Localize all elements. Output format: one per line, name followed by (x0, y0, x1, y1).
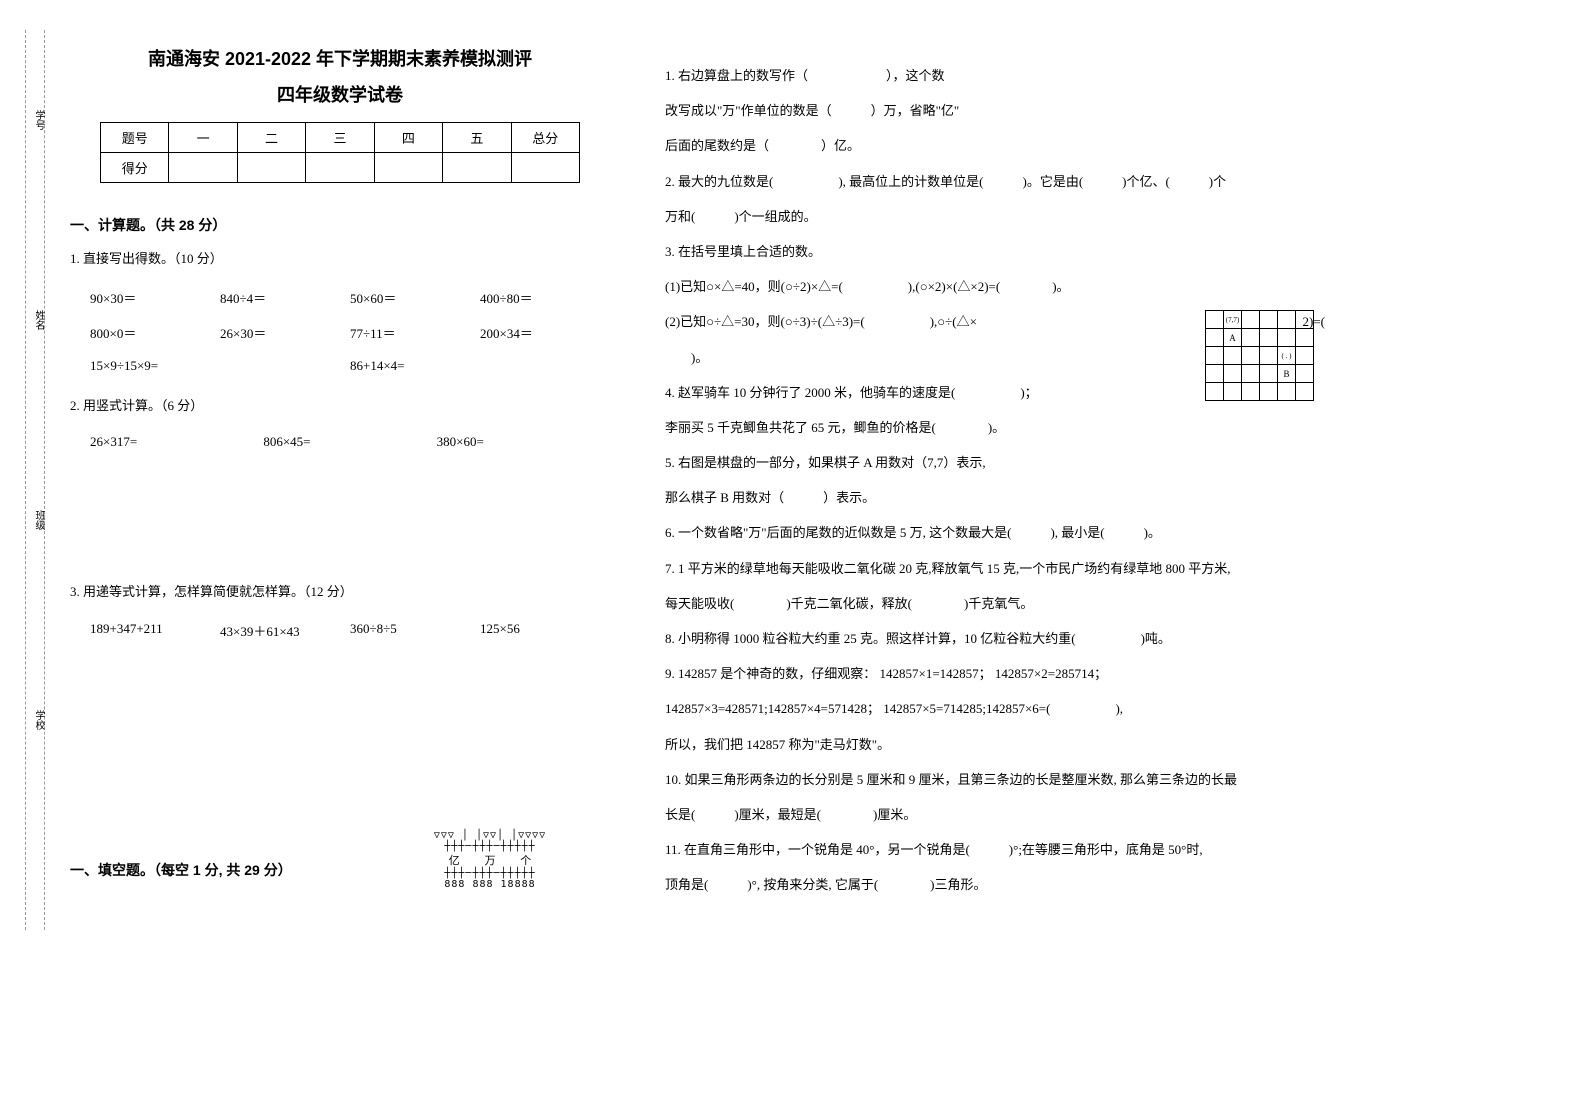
section1-header: 一、计算题。（共 28 分） (70, 215, 610, 235)
calc-item: 125×56 (480, 621, 610, 640)
right-page: 1. 右边算盘上的数写作（ ），这个数 改写成以"万"作单位的数是（ ）万，省略… (665, 60, 1305, 905)
fill-q9b: 142857×3=428571;142857×4=571428； 142857×… (665, 693, 1305, 724)
q3-title: 3. 用递等式计算，怎样算简便就怎样算。（12 分） (70, 578, 610, 607)
calc-item: 50×60＝ (350, 288, 480, 307)
calc-item: 189+347+211 (90, 621, 220, 640)
fill-q11b: 顶角是( )°, 按角来分类, 它属于( )三角形。 (665, 869, 1305, 900)
calc-item: 380×60= (437, 434, 610, 450)
calc-item: 86+14×4= (350, 358, 610, 374)
q1-title: 1. 直接写出得数。（10 分） (70, 245, 610, 274)
calc-item: 77÷11＝ (350, 323, 480, 342)
grid-table: (7,7) A ( . ) B (1205, 310, 1314, 401)
fill-q2a: 2. 最大的九位数是( ), 最高位上的计数单位是( )。它是由( )个亿、( … (665, 166, 1305, 197)
score-cell (443, 153, 511, 183)
fill-q1c: 后面的尾数约是（ ）亿。 (665, 130, 1305, 161)
abacus-frame: ┼┼┼─┼┼┼─┼┼┼┼┼ (390, 841, 590, 852)
calc-item: 26×30＝ (220, 323, 350, 342)
calc-item: 400÷80＝ (480, 288, 610, 307)
calc-item: 360÷8÷5 (350, 621, 480, 640)
score-cell (374, 153, 442, 183)
abacus-top: ▽▽▽ │ │▽▽│ │▽▽▽▽ (390, 830, 590, 841)
score-header: 总分 (511, 123, 579, 153)
fill-q9a: 9. 142857 是个神奇的数，仔细观察： 142857×1=142857； … (665, 658, 1305, 689)
q3-2a: (2)已知○÷△=30，则(○÷3)÷(△÷3)=( ),○÷(△× (665, 314, 977, 329)
calc-item: 840÷4＝ (220, 288, 350, 307)
abacus-units: 亿 万 个 (390, 852, 590, 868)
dot-label: ( . ) (1278, 347, 1296, 365)
fill-q1a: 1. 右边算盘上的数写作（ ），这个数 (665, 60, 1305, 91)
q2-title: 2. 用竖式计算。（6 分） (70, 392, 610, 421)
table-row: 得分 (101, 153, 580, 183)
abacus-diagram: ▽▽▽ │ │▽▽│ │▽▽▽▽ ┼┼┼─┼┼┼─┼┼┼┼┼ 亿 万 个 ┼┼┼… (390, 830, 590, 910)
exam-subtitle: 四年级数学试卷 (70, 81, 610, 107)
left-page: 南通海安 2021-2022 年下学期期末素养模拟测评 四年级数学试卷 题号 一… (70, 45, 610, 890)
fill-q10a: 10. 如果三角形两条边的长分别是 5 厘米和 9 厘米，且第三条边的长是整厘米… (665, 764, 1305, 795)
score-cell (511, 153, 579, 183)
chessboard-diagram: (7,7) A ( . ) B (1205, 310, 1315, 420)
fill-q5a: 5. 右图是棋盘的一部分，如果棋子 A 用数对（7,7）表示, (665, 447, 1305, 478)
exam-title: 南通海安 2021-2022 年下学期期末素养模拟测评 (70, 45, 610, 71)
fill-q6: 6. 一个数省略"万"后面的尾数的近似数是 5 万, 这个数最大是( ), 最小… (665, 517, 1305, 548)
score-cell (306, 153, 374, 183)
workspace (70, 458, 610, 578)
calc-item: 806×45= (263, 434, 436, 450)
calc-item: 26×317= (90, 434, 263, 450)
binding-margin: 学号 姓名 班级 学校 (25, 30, 45, 930)
score-header: 二 (237, 123, 305, 153)
fill-q7a: 7. 1 平方米的绿草地每天能吸收二氧化碳 20 克,释放氧气 15 克,一个市… (665, 553, 1305, 584)
score-header: 一 (169, 123, 237, 153)
fill-q7b: 每天能吸收( )千克二氧化碳，释放( )千克氧气。 (665, 588, 1305, 619)
abacus-digits: 888 888 18888 (390, 879, 590, 890)
fill-q9c: 所以，我们把 142857 称为"走马灯数"。 (665, 729, 1305, 760)
score-cell: 得分 (101, 153, 169, 183)
binding-label-xuexiao: 学校 (31, 710, 46, 730)
binding-label-banji: 班级 (31, 510, 46, 530)
unit-ge: 个 (520, 855, 531, 867)
coord-label: (7,7) (1224, 311, 1242, 329)
binding-label-xuehao: 学号 (31, 110, 46, 130)
score-table: 题号 一 二 三 四 五 总分 得分 (100, 122, 580, 183)
fill-q5b: 那么棋子 B 用数对（ ）表示。 (665, 482, 1305, 513)
workspace (70, 648, 610, 848)
calc-item: 43×39＋61×43 (220, 621, 350, 640)
calc-row: 189+347+211 43×39＋61×43 360÷8÷5 125×56 (70, 621, 610, 640)
unit-yi: 亿 (449, 855, 460, 867)
score-header: 五 (443, 123, 511, 153)
score-cell (169, 153, 237, 183)
table-row: 题号 一 二 三 四 五 总分 (101, 123, 580, 153)
calc-row: 90×30＝ 840÷4＝ 50×60＝ 400÷80＝ (70, 288, 610, 307)
calc-item: 15×9÷15×9= (90, 358, 350, 374)
abacus-frame2: ┼┼┼─┼┼┼─┼┼┼┼┼ (390, 868, 590, 879)
calc-item: 800×0＝ (90, 323, 220, 342)
score-header: 三 (306, 123, 374, 153)
binding-label-xingming: 姓名 (31, 310, 46, 330)
fill-q3: 3. 在括号里填上合适的数。 (665, 236, 1305, 267)
fill-q11a: 11. 在直角三角形中，一个锐角是 40°，另一个锐角是( )°;在等腰三角形中… (665, 834, 1305, 865)
unit-wan: 万 (485, 855, 496, 867)
fill-q1b: 改写成以"万"作单位的数是（ ）万，省略"亿" (665, 95, 1305, 126)
piece-A: A (1224, 329, 1242, 347)
calc-row: 15×9÷15×9= 86+14×4= (70, 358, 610, 374)
fill-q2b: 万和( )个一组成的。 (665, 201, 1305, 232)
fill-q3-1: (1)已知○×△=40，则(○÷2)×△=( ),(○×2)×(△×2)=( )… (665, 271, 1305, 302)
fill-q10b: 长是( )厘米，最短是( )厘米。 (665, 799, 1305, 830)
calc-row: 800×0＝ 26×30＝ 77÷11＝ 200×34＝ (70, 323, 610, 342)
calc-item: 90×30＝ (90, 288, 220, 307)
calc-item: 200×34＝ (480, 323, 610, 342)
calc-row: 26×317= 806×45= 380×60= (70, 434, 610, 450)
fill-q8: 8. 小明称得 1000 粒谷粒大约重 25 克。照这样计算，10 亿粒谷粒大约… (665, 623, 1305, 654)
score-cell (237, 153, 305, 183)
piece-B: B (1278, 365, 1296, 383)
score-header: 题号 (101, 123, 169, 153)
score-header: 四 (374, 123, 442, 153)
